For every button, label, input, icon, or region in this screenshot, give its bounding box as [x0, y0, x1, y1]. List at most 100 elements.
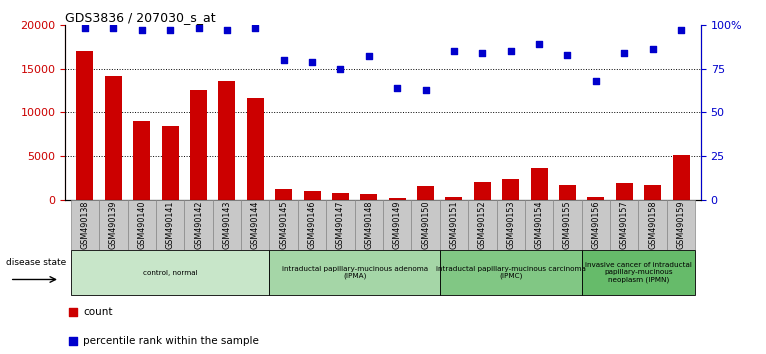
Text: count: count	[83, 307, 113, 317]
Point	[362, 53, 375, 59]
Text: GSM490139: GSM490139	[109, 200, 118, 249]
Text: GSM490147: GSM490147	[336, 200, 345, 249]
Bar	[185, 200, 213, 250]
Bar	[553, 200, 581, 250]
Bar	[388, 198, 406, 200]
Bar	[581, 200, 610, 250]
Text: GSM490150: GSM490150	[421, 200, 430, 249]
Text: GSM490154: GSM490154	[535, 200, 544, 249]
Bar	[213, 200, 241, 250]
Bar	[667, 200, 696, 250]
Point	[448, 48, 460, 54]
Text: GSM490159: GSM490159	[676, 200, 686, 249]
Bar	[496, 200, 525, 250]
Bar	[99, 200, 128, 250]
Bar	[474, 182, 491, 200]
Text: GDS3836 / 207030_s_at: GDS3836 / 207030_s_at	[65, 11, 216, 24]
Bar	[270, 251, 440, 295]
Point	[590, 78, 602, 84]
Text: GSM490157: GSM490157	[620, 200, 629, 249]
Bar	[70, 200, 99, 250]
Bar	[417, 187, 434, 200]
Point	[391, 85, 404, 91]
Bar	[673, 155, 689, 200]
Text: GSM490141: GSM490141	[165, 201, 175, 249]
Point	[334, 66, 346, 72]
Bar	[559, 185, 576, 200]
Bar	[502, 179, 519, 200]
Point	[277, 57, 290, 63]
Bar	[411, 200, 440, 250]
Bar	[360, 194, 378, 200]
Bar	[70, 251, 270, 295]
Bar	[275, 189, 292, 200]
Point	[505, 48, 517, 54]
Text: disease state: disease state	[5, 258, 66, 267]
Text: GSM490156: GSM490156	[591, 200, 601, 249]
Bar	[610, 200, 638, 250]
Text: GSM490138: GSM490138	[80, 201, 90, 249]
Text: GSM490148: GSM490148	[365, 201, 373, 249]
Point	[306, 59, 318, 64]
Text: GSM490158: GSM490158	[648, 200, 657, 249]
Point	[136, 27, 148, 33]
Bar	[588, 196, 604, 200]
Text: GSM490152: GSM490152	[478, 200, 487, 249]
Bar	[581, 251, 696, 295]
Point	[420, 87, 432, 92]
Text: percentile rank within the sample: percentile rank within the sample	[83, 336, 259, 346]
Bar	[133, 121, 150, 200]
Point	[164, 27, 176, 33]
Point	[192, 25, 205, 31]
Bar	[332, 193, 349, 200]
Bar	[638, 200, 667, 250]
Bar	[531, 169, 548, 200]
Point	[618, 50, 630, 56]
Bar	[644, 185, 661, 200]
Bar	[446, 197, 463, 200]
Point	[249, 25, 261, 31]
Bar	[77, 51, 93, 200]
Point	[107, 25, 119, 31]
Text: GSM490146: GSM490146	[307, 201, 316, 249]
Text: GSM490155: GSM490155	[563, 200, 572, 249]
Point	[675, 27, 687, 33]
Text: GSM490143: GSM490143	[222, 201, 231, 249]
Text: invasive cancer of intraductal
papillary-mucinous
neoplasm (IPMN): invasive cancer of intraductal papillary…	[585, 262, 692, 283]
Text: intraductal papillary-mucinous adenoma
(IPMA): intraductal papillary-mucinous adenoma (…	[282, 266, 427, 279]
Bar	[616, 183, 633, 200]
Bar	[190, 91, 207, 200]
Text: GSM490144: GSM490144	[250, 201, 260, 249]
Point	[476, 50, 489, 56]
Point	[67, 309, 79, 315]
Bar	[298, 200, 326, 250]
Bar	[440, 200, 468, 250]
Point	[67, 338, 79, 344]
Text: GSM490149: GSM490149	[393, 200, 401, 249]
Bar	[270, 200, 298, 250]
Text: GSM490145: GSM490145	[279, 200, 288, 249]
Bar	[468, 200, 496, 250]
Bar	[156, 200, 185, 250]
Bar	[162, 126, 178, 200]
Text: GSM490140: GSM490140	[137, 201, 146, 249]
Point	[79, 25, 91, 31]
Bar	[105, 76, 122, 200]
Text: intraductal papillary-mucinous carcinoma
(IPMC): intraductal papillary-mucinous carcinoma…	[436, 266, 586, 279]
Bar	[355, 200, 383, 250]
Bar	[247, 98, 264, 200]
Bar	[440, 251, 581, 295]
Point	[533, 41, 545, 47]
Point	[221, 27, 233, 33]
Bar	[383, 200, 411, 250]
Bar	[303, 191, 320, 200]
Point	[561, 52, 574, 57]
Bar	[525, 200, 553, 250]
Bar	[241, 200, 270, 250]
Point	[647, 46, 659, 52]
Text: GSM490151: GSM490151	[450, 200, 459, 249]
Text: GSM490153: GSM490153	[506, 200, 516, 249]
Text: GSM490142: GSM490142	[194, 200, 203, 249]
Bar	[128, 200, 156, 250]
Text: control, normal: control, normal	[142, 270, 198, 275]
